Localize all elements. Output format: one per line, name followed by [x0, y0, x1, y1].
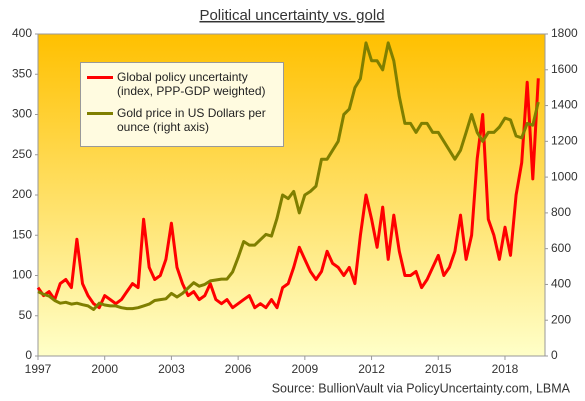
- y-tick-label: 300: [12, 107, 32, 121]
- legend: Global policy uncertainty (index, PPP-GD…: [80, 62, 284, 147]
- y2-tick-label: 1800: [551, 26, 578, 40]
- x-tick-label: 1997: [25, 362, 52, 376]
- y2-tick-label: 1200: [551, 134, 578, 148]
- y2-tick-label: 0: [551, 348, 558, 362]
- y-tick-label: 250: [12, 147, 32, 161]
- y-tick-label: 200: [12, 187, 32, 201]
- legend-label: Global policy uncertainty (index, PPP-GD…: [117, 70, 266, 98]
- chart-title: Political uncertainty vs. gold: [199, 7, 384, 24]
- y2-tick-label: 800: [551, 205, 571, 219]
- y-tick-label: 100: [12, 268, 32, 282]
- series-line: [37, 41, 540, 311]
- y-tick-label: 350: [12, 66, 32, 80]
- y2-tick-label: 1600: [551, 62, 578, 76]
- x-tick-label: 2000: [91, 362, 118, 376]
- source: Source: BullionVault via PolicyUncertain…: [272, 381, 571, 395]
- legend-label: Gold price in US Dollars per ounce (righ…: [117, 106, 266, 134]
- y2-tick-label: 1000: [551, 169, 578, 183]
- y-tick-label: 0: [25, 348, 32, 362]
- x-tick-label: 2012: [358, 362, 385, 376]
- x-tick-label: 2009: [291, 362, 318, 376]
- x-tick-label: 2018: [492, 362, 519, 376]
- y-tick-label: 400: [12, 26, 32, 40]
- y2-tick-label: 400: [551, 277, 571, 291]
- legend-item: Global policy uncertainty (index, PPP-GD…: [87, 70, 277, 98]
- legend-item: Gold price in US Dollars per ounce (righ…: [87, 106, 277, 134]
- legend-swatch: [87, 112, 113, 115]
- x-tick-label: 2003: [158, 362, 185, 376]
- x-tick-label: 2015: [425, 362, 452, 376]
- y2-tick-label: 1400: [551, 98, 578, 112]
- y-tick-label: 50: [19, 308, 33, 322]
- y2-tick-label: 200: [551, 312, 571, 326]
- series-line: [36, 78, 540, 310]
- y-tick-label: 150: [12, 227, 32, 241]
- legend-swatch: [87, 76, 113, 79]
- y2-tick-label: 600: [551, 241, 571, 255]
- x-tick-label: 2006: [225, 362, 252, 376]
